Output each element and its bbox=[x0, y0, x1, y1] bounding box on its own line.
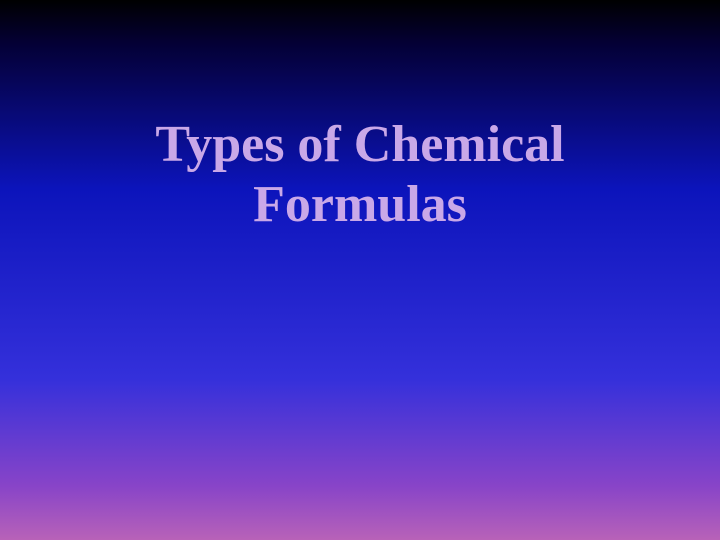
title-line-1: Types of Chemical bbox=[155, 116, 564, 173]
slide-container: Types of Chemical Formulas bbox=[0, 0, 720, 540]
title-line-2: Formulas bbox=[253, 176, 467, 233]
slide-title: Types of Chemical Formulas bbox=[155, 115, 564, 235]
